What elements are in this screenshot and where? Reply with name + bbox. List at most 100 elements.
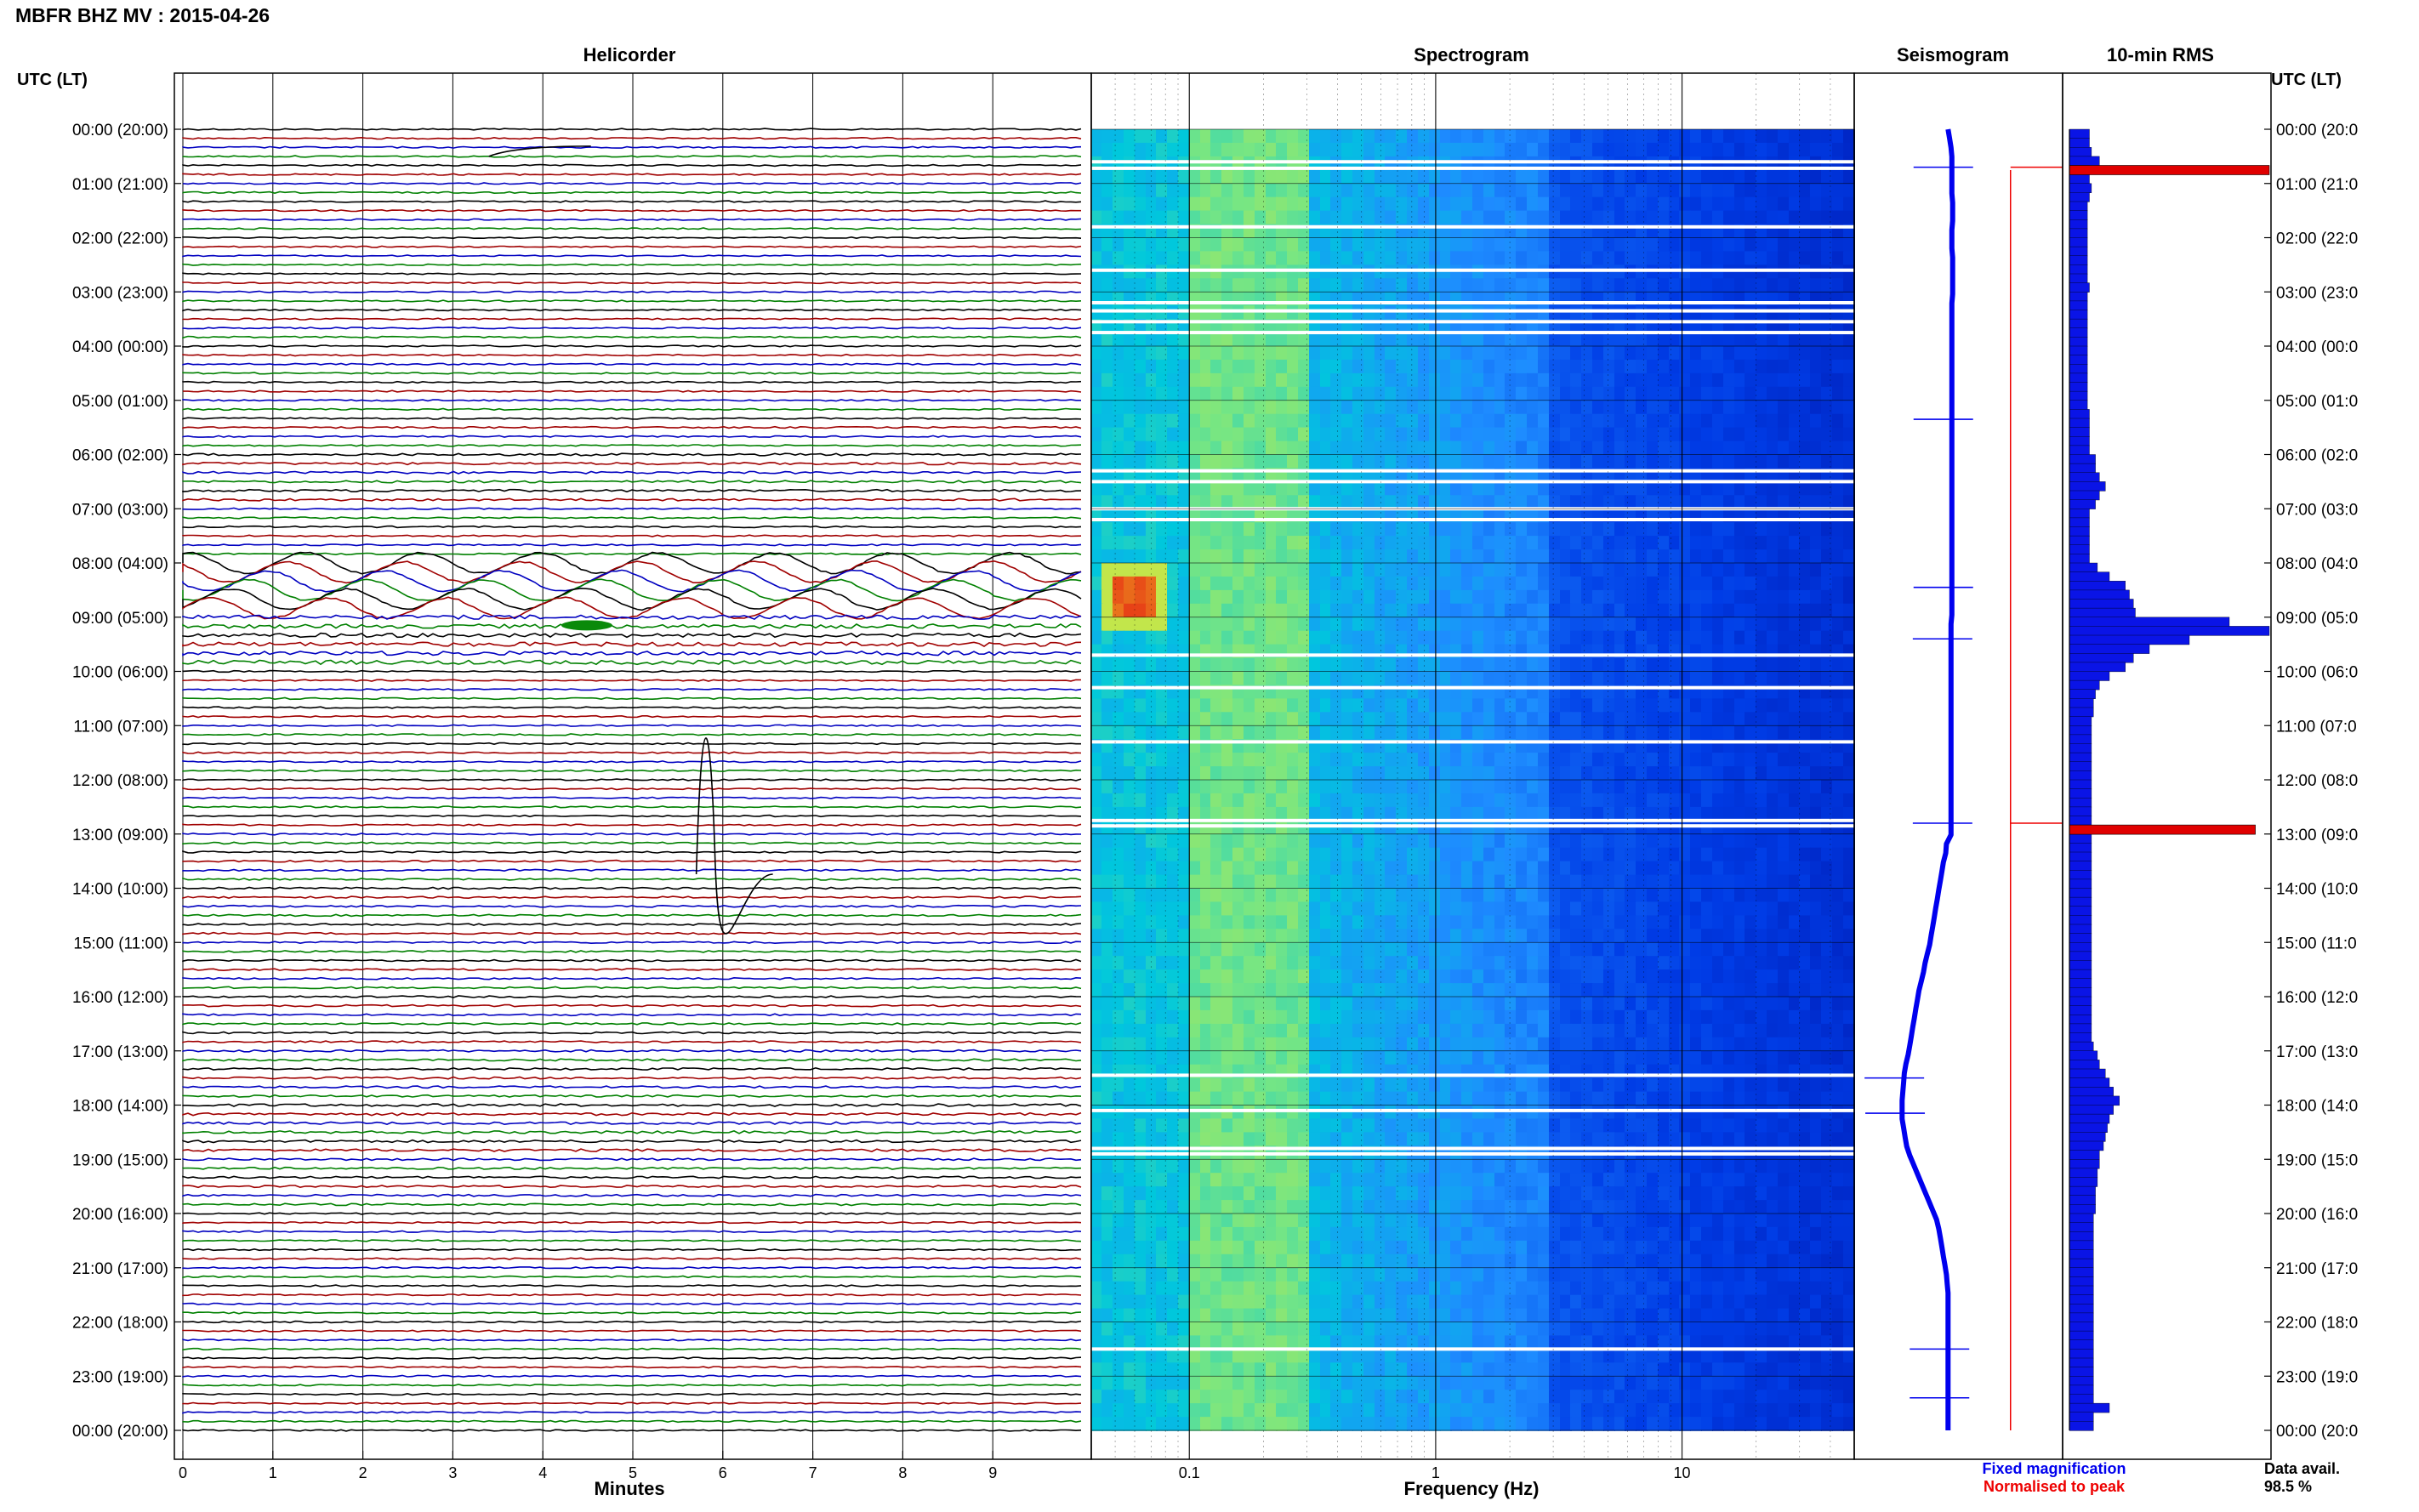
spectrogram-cell [1669,969,1681,984]
spectrogram-cell [1407,766,1419,781]
spectrogram-cell [1320,698,1332,713]
spectrogram-cell [1778,372,1790,388]
spectrogram-cell [1232,929,1244,943]
spectrogram-cell [1244,169,1255,185]
spectrogram-cell [1516,603,1528,618]
spectrogram-cell [1221,969,1233,984]
spectrogram-cell [1570,969,1582,984]
spectrogram-cell [1592,400,1604,415]
spectrogram-cell [1309,333,1321,347]
spectrogram-cell [1494,129,1506,144]
spectrogram-cell [1309,359,1321,374]
spectrogram-cell [1320,359,1332,374]
spectrogram-cell [1407,874,1419,890]
spectrogram-cell [1276,929,1288,943]
spectrogram-cell [1472,725,1484,740]
spectrogram-cell [1636,698,1648,713]
spectrogram-cell [1320,833,1332,849]
spectrogram-cell [1276,386,1288,401]
spectrogram-cell [1330,969,1342,984]
spectrogram-cell [1244,183,1255,198]
spectrogram-cell [1483,549,1495,564]
spectrogram-cell [1832,983,1844,998]
spectrogram-cell [1418,454,1430,469]
spectrogram-cell [1603,793,1615,808]
spectrogram-cell [1679,589,1691,605]
spectrogram-cell [1527,657,1539,673]
spectrogram-cell [1712,251,1724,266]
spectrogram-cell [1745,183,1756,198]
spectrogram-cell [1843,698,1855,713]
spectrogram-cell [1581,386,1593,401]
spectrogram-cell [1407,481,1419,497]
spectrogram-cell [1298,142,1310,157]
spectrogram-cell [1113,454,1124,469]
spectrogram-cell [1538,196,1550,212]
helicorder-trace [182,1384,1082,1387]
spectrogram-cell [1658,888,1670,903]
spectrogram-cell [1701,603,1713,618]
spectrogram-cell [1679,333,1691,347]
spectrogram-cell [1341,129,1353,144]
spectrogram-cell [1396,1037,1408,1052]
spectrogram-cell [1440,400,1452,415]
spectrogram-cell [1244,942,1255,957]
spectrogram-cell [1309,346,1321,361]
spectrogram-cell [1712,901,1724,917]
spectrogram-cell [1375,346,1386,361]
spectrogram-cell [1178,278,1190,293]
spectrogram-cell [1592,142,1604,157]
spectrogram-cell [1461,1009,1473,1025]
helicorder-trace [182,272,1082,276]
spectrogram-cell [1210,915,1222,930]
spectrogram-cell [1494,766,1506,781]
spectrogram-cell [1538,753,1550,767]
spectrogram-cell [1745,712,1756,726]
spectrogram-cell [1352,915,1364,930]
spectrogram-cell [1516,766,1528,781]
spectrogram-cell [1200,780,1212,794]
spectrogram-cell [1701,441,1713,456]
spectrogram-cell [1723,956,1735,970]
spectrogram-cell [1244,278,1255,293]
spectrogram-cell [1189,372,1201,388]
spectrogram-cell [1679,522,1691,537]
spectrogram-cell [1810,237,1822,253]
spectrogram-cell [1505,495,1517,509]
spectrogram-cell [1418,183,1430,198]
spectrogram-cell [1647,563,1659,577]
spectrogram-cell [1712,413,1724,429]
spectrogram-cell [1396,901,1408,917]
spectrogram-cell [1603,847,1615,862]
spectrogram-cell [1407,346,1419,361]
spectrogram-cell [1407,1037,1419,1052]
spectrogram-cell [1821,522,1833,537]
spectrogram-cell [1516,481,1528,497]
spectrogram-cell [1167,671,1179,686]
spectrogram-cell [1146,183,1158,198]
spectrogram-cell [1287,386,1299,401]
spectrogram-cell [1266,400,1278,415]
spectrogram-cell [1461,237,1473,253]
spectrogram-cell [1734,549,1746,564]
spectrogram-cell [1429,563,1441,577]
spectrogram-cell [1221,630,1233,645]
spectrogram-cell [1701,183,1713,198]
spectrogram-cell [1560,915,1572,930]
spectrogram-cell [1429,549,1441,564]
spectrogram-cell [1352,671,1364,686]
spectrogram-cell [1505,589,1517,605]
spectrogram-cell [1789,251,1801,266]
spectrogram-cell [1135,576,1147,591]
spectrogram-cell [1189,630,1201,645]
spectrogram-cell [1091,997,1103,1011]
helicorder-trace [182,1148,1082,1152]
spectrogram-cell [1527,169,1539,185]
spectrogram-cell [1178,196,1190,212]
spectrogram-cell [1450,780,1462,794]
spectrogram-cell [1712,589,1724,605]
spectrogram-cell [1167,563,1179,577]
helicorder-trace [182,399,1081,402]
spectrogram-cell [1200,793,1212,808]
spectrogram-cell [1363,210,1375,225]
